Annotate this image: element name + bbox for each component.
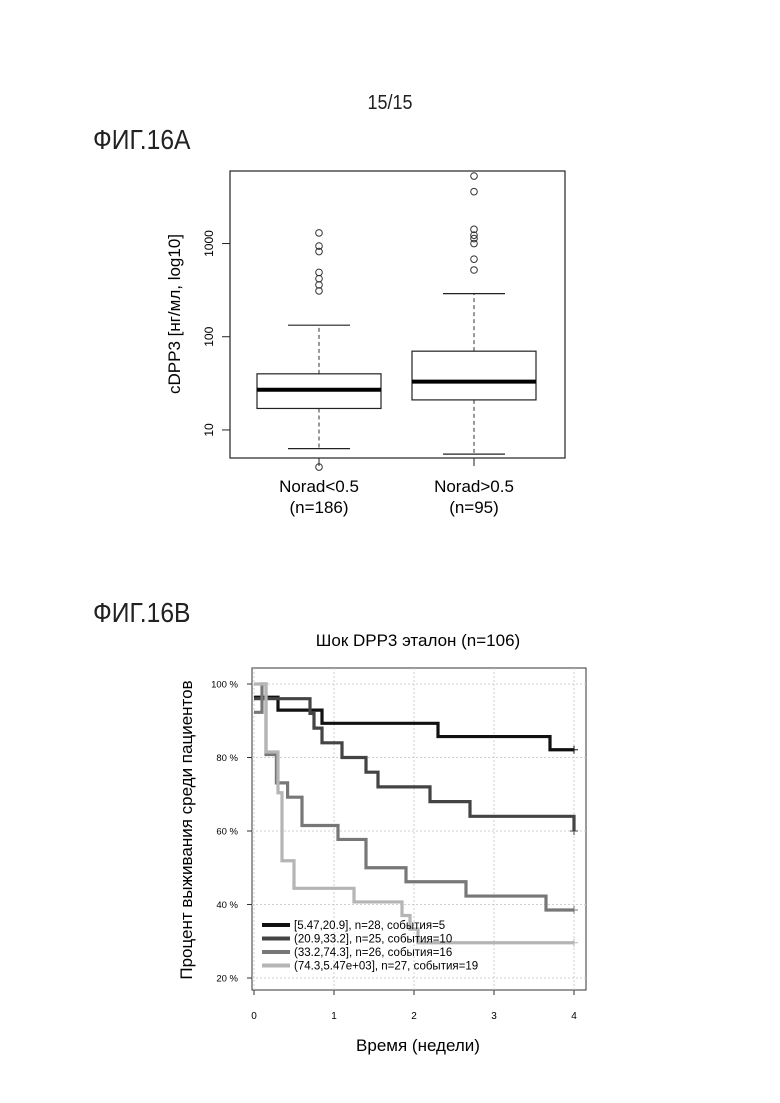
boxplot-group-count: (n=186) — [289, 498, 348, 517]
boxplot-box — [412, 351, 536, 400]
boxplot-outlier — [316, 230, 323, 237]
boxplot-x-labels: Norad<0.5 (n=186) Norad>0.5 (n=95) — [279, 458, 514, 517]
boxplot-outlier — [316, 275, 323, 282]
boxplot-outlier — [471, 267, 478, 274]
boxplot-y-axis-label: cDPP3 [нг/мл, log10] — [165, 234, 184, 394]
boxplot-outlier — [471, 188, 478, 195]
boxplot-y-tick-label: 10 — [202, 423, 216, 437]
boxplot-group-name: Norad<0.5 — [279, 477, 359, 496]
boxplot-plot-frame — [230, 171, 565, 458]
boxplot-outlier — [471, 173, 478, 180]
boxplot-y-axis: 10 100 1000 — [202, 230, 230, 437]
boxplot-y-tick-label: 100 — [202, 326, 216, 346]
boxplot-group-name: Norad>0.5 — [434, 477, 514, 496]
boxplot-group-count: (n=95) — [449, 498, 499, 517]
boxplot-y-tick-label: 1000 — [202, 230, 216, 257]
boxplot-boxes — [257, 173, 536, 471]
boxplot-outlier — [471, 256, 478, 263]
boxplot-outlier — [316, 269, 323, 276]
